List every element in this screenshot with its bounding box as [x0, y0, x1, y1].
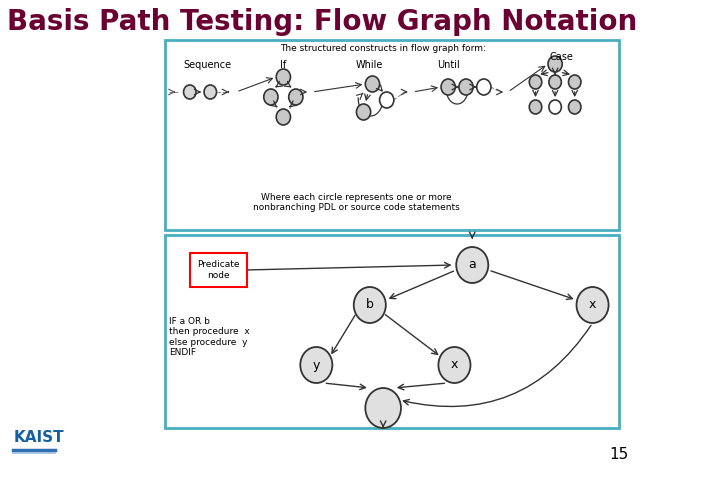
- FancyBboxPatch shape: [165, 235, 619, 428]
- Text: KAIST: KAIST: [14, 430, 64, 445]
- Circle shape: [529, 75, 541, 89]
- Text: y: y: [312, 359, 320, 372]
- Text: x: x: [589, 299, 596, 312]
- FancyBboxPatch shape: [165, 40, 619, 230]
- Text: a: a: [469, 259, 476, 272]
- Text: 15: 15: [609, 447, 628, 462]
- Circle shape: [264, 89, 278, 105]
- Text: Predicate
node: Predicate node: [197, 260, 240, 280]
- Text: IF a OR b
then procedure  x
else procedure  y
ENDIF: IF a OR b then procedure x else procedur…: [169, 317, 250, 357]
- Circle shape: [365, 76, 379, 92]
- Circle shape: [356, 104, 371, 120]
- Circle shape: [459, 79, 473, 95]
- Text: Case: Case: [549, 52, 573, 62]
- Circle shape: [549, 75, 562, 89]
- Text: Where each circle represents one or more
nonbranching PDL or source code stateme: Where each circle represents one or more…: [253, 192, 460, 212]
- Circle shape: [569, 75, 581, 89]
- Circle shape: [438, 347, 470, 383]
- Circle shape: [477, 79, 491, 95]
- Circle shape: [379, 92, 394, 108]
- Text: x: x: [451, 359, 458, 372]
- Text: The structured constructs in flow graph form:: The structured constructs in flow graph …: [280, 44, 486, 53]
- Circle shape: [184, 85, 196, 99]
- Circle shape: [289, 89, 303, 105]
- Text: While: While: [356, 60, 384, 70]
- Circle shape: [354, 287, 386, 323]
- Text: Basis Path Testing: Flow Graph Notation: Basis Path Testing: Flow Graph Notation: [7, 8, 637, 36]
- Circle shape: [204, 85, 217, 99]
- Circle shape: [577, 287, 608, 323]
- Circle shape: [548, 56, 562, 72]
- Circle shape: [549, 100, 562, 114]
- Text: b: b: [366, 299, 374, 312]
- Text: Until: Until: [437, 60, 459, 70]
- Circle shape: [276, 69, 290, 85]
- Circle shape: [569, 100, 581, 114]
- Circle shape: [441, 79, 455, 95]
- Circle shape: [529, 100, 541, 114]
- Text: Sequence: Sequence: [184, 60, 232, 70]
- Circle shape: [365, 388, 401, 428]
- Circle shape: [300, 347, 333, 383]
- Circle shape: [456, 247, 488, 283]
- Text: If: If: [280, 60, 287, 70]
- FancyBboxPatch shape: [190, 253, 247, 287]
- Circle shape: [276, 109, 290, 125]
